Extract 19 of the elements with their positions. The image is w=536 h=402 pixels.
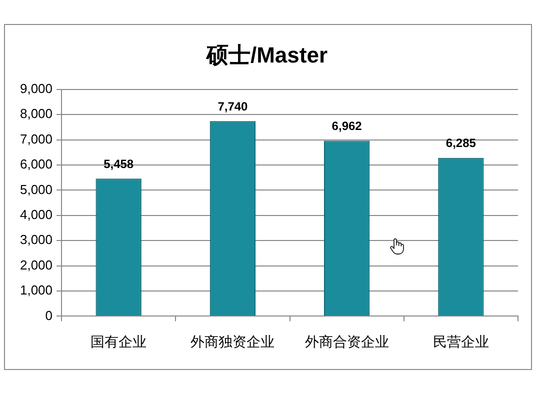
chart-title: 硕士/Master bbox=[205, 42, 328, 68]
data-label: 5,458 bbox=[104, 156, 134, 171]
data-label: 7,740 bbox=[218, 99, 248, 114]
x-tick-label: 国有企业 bbox=[90, 333, 147, 350]
y-tick-label: 6,000 bbox=[20, 156, 53, 172]
data-label: 6,285 bbox=[446, 136, 476, 150]
y-tick-label: 4,000 bbox=[20, 206, 53, 222]
y-tick-label: 5,000 bbox=[20, 182, 53, 197]
x-tick-label: 民营企业 bbox=[432, 333, 489, 350]
y-tick-label: 7,000 bbox=[20, 131, 53, 146]
y-tick-label: 8,000 bbox=[20, 106, 53, 122]
y-tick-label: 3,000 bbox=[20, 232, 53, 248]
data-label: 6,962 bbox=[332, 119, 362, 134]
y-tick-label: 9,000 bbox=[20, 80, 53, 96]
y-tick-label: 1,000 bbox=[20, 282, 53, 298]
x-tick-label: 外商合资企业 bbox=[304, 333, 389, 350]
y-tick-label: 2,000 bbox=[20, 257, 53, 272]
y-tick-label: 0 bbox=[45, 308, 53, 323]
x-tick-label: 外商独资企业 bbox=[190, 333, 275, 350]
